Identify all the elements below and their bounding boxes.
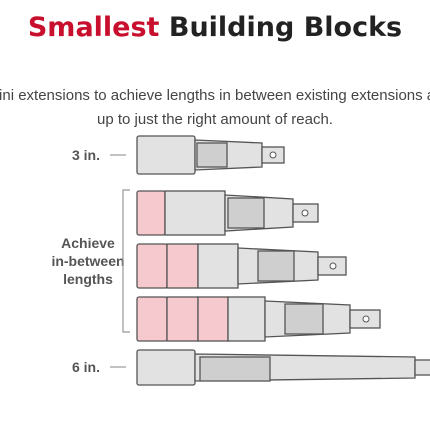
title-space [159,12,168,43]
label-line: Achieve [61,235,115,251]
title-highlight: Smallest [28,12,160,43]
title: Smallest Building Blocks [28,12,402,43]
bracket [122,189,130,333]
extension-3in [136,135,285,175]
label-line: lengths [63,271,113,287]
extension-mini-3 [136,296,381,342]
label-line: in-between [51,253,124,269]
label-6in: 6 in. [72,359,100,375]
subtitle-line: up to just the right amount of reach. [97,111,333,128]
extension-mini-1 [136,190,319,236]
title-rest: Building Blocks [169,12,402,43]
subtitle-line: mini extensions to achieve lengths in be… [0,87,430,104]
extension-6in [136,349,430,386]
extension-mini-2 [136,243,347,289]
label-3in: 3 in. [72,147,100,163]
